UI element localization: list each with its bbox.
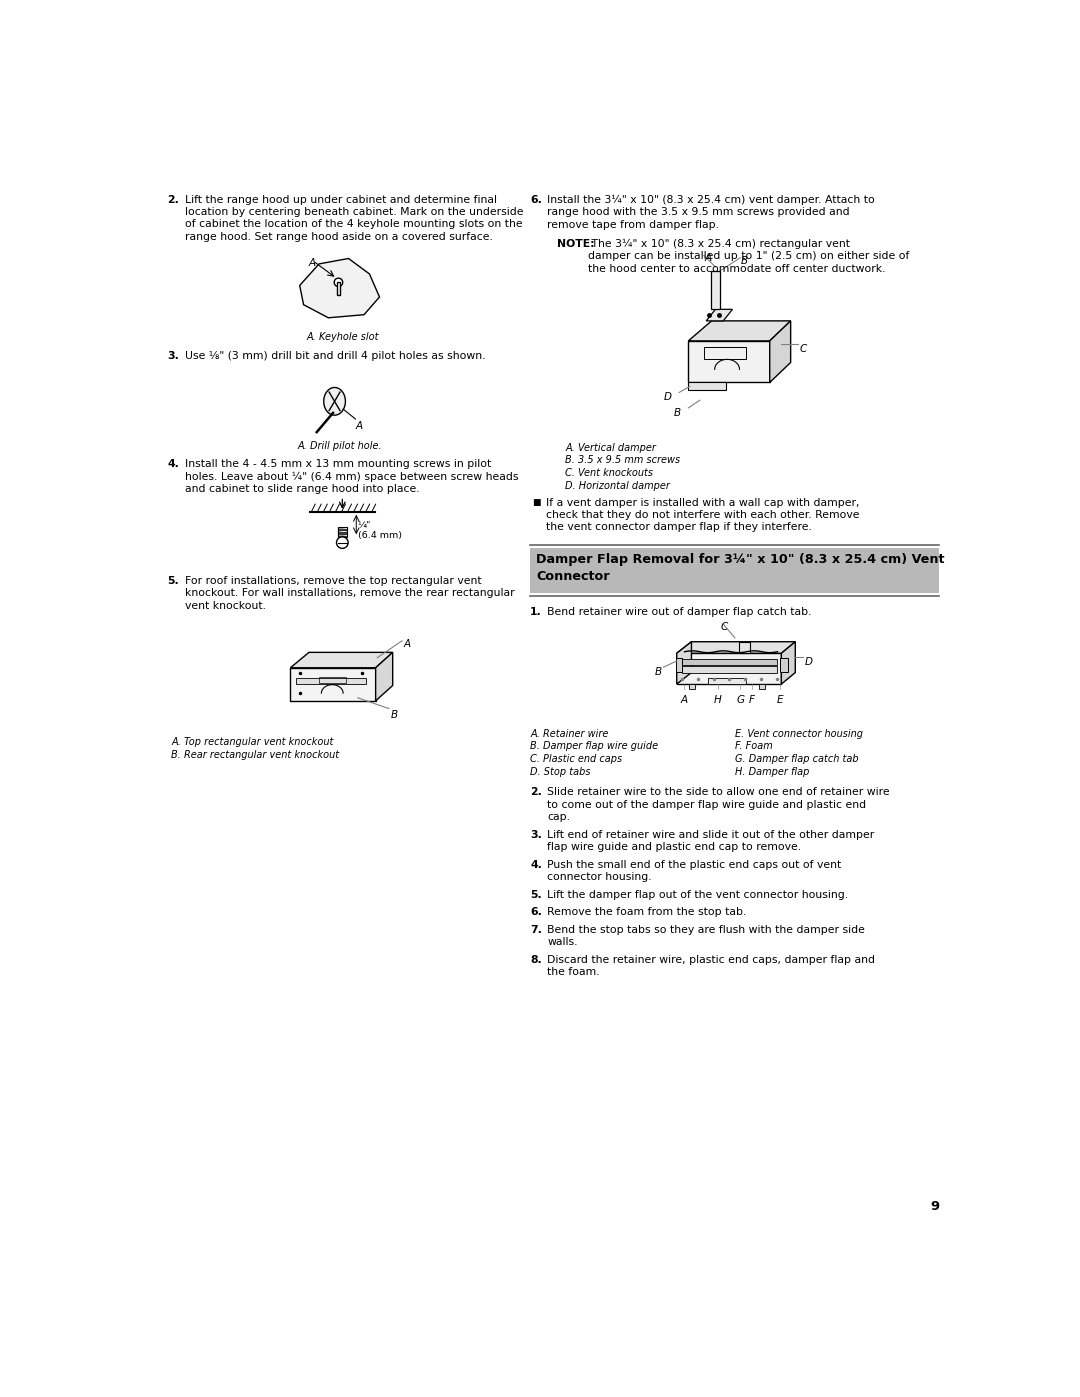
Text: 3.: 3. bbox=[530, 830, 542, 840]
Text: F: F bbox=[748, 694, 755, 705]
Text: 4.: 4. bbox=[167, 460, 179, 469]
Bar bbox=[704, 346, 746, 359]
Text: ¼"
(6.4 mm): ¼" (6.4 mm) bbox=[357, 520, 402, 541]
Text: 6.: 6. bbox=[530, 194, 542, 204]
Bar bbox=[530, 548, 940, 592]
Polygon shape bbox=[338, 527, 347, 538]
Text: B: B bbox=[741, 256, 748, 267]
Text: B. Rear rectangular vent knockout: B. Rear rectangular vent knockout bbox=[172, 750, 339, 760]
Text: A. Retainer wire: A. Retainer wire bbox=[530, 729, 609, 739]
Text: Lift the range hood up under cabinet and determine final
location by centering b: Lift the range hood up under cabinet and… bbox=[185, 194, 523, 242]
Polygon shape bbox=[706, 309, 732, 321]
Text: E: E bbox=[777, 694, 783, 705]
Text: E. Vent connector housing: E. Vent connector housing bbox=[734, 729, 863, 739]
Text: For roof installations, remove the top rectangular vent
knockout. For wall insta: For roof installations, remove the top r… bbox=[185, 576, 514, 610]
Text: C: C bbox=[720, 623, 728, 633]
Text: The 3¼" x 10" (8.3 x 25.4 cm) rectangular vent
damper can be installed up to 1" : The 3¼" x 10" (8.3 x 25.4 cm) rectangula… bbox=[588, 239, 909, 274]
Circle shape bbox=[337, 536, 348, 549]
Text: 2.: 2. bbox=[167, 194, 179, 204]
Bar bbox=[676, 658, 683, 672]
Bar bbox=[759, 685, 765, 689]
Bar bbox=[683, 658, 777, 665]
Text: 4.: 4. bbox=[530, 861, 542, 870]
Text: C: C bbox=[800, 344, 807, 353]
Text: 3.: 3. bbox=[167, 351, 179, 360]
Polygon shape bbox=[677, 654, 781, 685]
Text: A. Keyhole slot: A. Keyhole slot bbox=[306, 332, 379, 342]
Text: Remove the foam from the stop tab.: Remove the foam from the stop tab. bbox=[548, 908, 746, 918]
Text: Push the small end of the plastic end caps out of vent
connector housing.: Push the small end of the plastic end ca… bbox=[548, 861, 841, 883]
Bar bbox=[337, 282, 340, 295]
Text: 7.: 7. bbox=[530, 925, 542, 935]
Text: Slide retainer wire to the side to allow one end of retainer wire
to come out of: Slide retainer wire to the side to allow… bbox=[548, 788, 890, 821]
Polygon shape bbox=[711, 271, 720, 309]
Text: 6.: 6. bbox=[530, 908, 542, 918]
Text: ■: ■ bbox=[531, 497, 540, 507]
Polygon shape bbox=[739, 643, 751, 654]
Polygon shape bbox=[376, 652, 393, 701]
Polygon shape bbox=[677, 641, 795, 654]
Text: A: A bbox=[308, 257, 315, 268]
Text: NOTE:: NOTE: bbox=[556, 239, 594, 249]
Text: Bend the stop tabs so they are flush with the damper side
walls.: Bend the stop tabs so they are flush wit… bbox=[548, 925, 865, 947]
Text: A: A bbox=[704, 253, 712, 263]
Polygon shape bbox=[688, 321, 791, 341]
Text: D. Horizontal damper: D. Horizontal damper bbox=[565, 481, 670, 490]
Text: Connector: Connector bbox=[537, 570, 610, 583]
Text: H. Damper flap: H. Damper flap bbox=[734, 767, 809, 777]
Text: B: B bbox=[654, 668, 662, 678]
Text: D. Stop tabs: D. Stop tabs bbox=[530, 767, 591, 777]
Text: A. Vertical damper: A. Vertical damper bbox=[565, 443, 656, 453]
Text: Lift the damper flap out of the vent connector housing.: Lift the damper flap out of the vent con… bbox=[548, 890, 849, 900]
Text: Discard the retainer wire, plastic end caps, damper flap and
the foam.: Discard the retainer wire, plastic end c… bbox=[548, 954, 875, 977]
Text: Install the 3¼" x 10" (8.3 x 25.4 cm) vent damper. Attach to
range hood with the: Install the 3¼" x 10" (8.3 x 25.4 cm) ve… bbox=[548, 194, 875, 229]
Bar bbox=[296, 678, 365, 685]
Text: 1.: 1. bbox=[530, 606, 542, 616]
Text: H: H bbox=[714, 694, 721, 705]
Text: D: D bbox=[805, 657, 812, 668]
Polygon shape bbox=[677, 641, 691, 685]
Text: A. Top rectangular vent knockout: A. Top rectangular vent knockout bbox=[172, 738, 334, 747]
Text: 9: 9 bbox=[930, 1200, 940, 1213]
Text: G. Damper flap catch tab: G. Damper flap catch tab bbox=[734, 754, 859, 764]
Text: C. Vent knockouts: C. Vent knockouts bbox=[565, 468, 653, 478]
Text: 5.: 5. bbox=[167, 576, 179, 585]
Polygon shape bbox=[291, 652, 393, 668]
Polygon shape bbox=[299, 258, 379, 317]
Polygon shape bbox=[781, 641, 795, 685]
Circle shape bbox=[334, 278, 342, 286]
Polygon shape bbox=[688, 383, 726, 390]
Text: B: B bbox=[390, 710, 397, 719]
Text: 5.: 5. bbox=[530, 890, 542, 900]
Text: 8.: 8. bbox=[530, 954, 542, 965]
Bar bbox=[689, 685, 696, 689]
Polygon shape bbox=[324, 387, 346, 415]
Text: B. 3.5 x 9.5 mm screws: B. 3.5 x 9.5 mm screws bbox=[565, 455, 680, 465]
Text: B: B bbox=[674, 408, 680, 418]
Polygon shape bbox=[291, 668, 376, 701]
Text: Use ⅛" (3 mm) drill bit and drill 4 pilot holes as shown.: Use ⅛" (3 mm) drill bit and drill 4 pilo… bbox=[185, 351, 485, 360]
Text: Bend retainer wire out of damper flap catch tab.: Bend retainer wire out of damper flap ca… bbox=[548, 606, 812, 616]
Bar bbox=[780, 658, 787, 672]
Text: A: A bbox=[355, 420, 363, 430]
Text: If a vent damper is installed with a wall cap with damper,
check that they do no: If a vent damper is installed with a wal… bbox=[545, 497, 860, 532]
Text: D: D bbox=[663, 393, 672, 402]
Text: A. Drill pilot hole.: A. Drill pilot hole. bbox=[298, 440, 382, 451]
Text: A: A bbox=[404, 640, 410, 650]
Bar bbox=[683, 665, 777, 673]
Text: C. Plastic end caps: C. Plastic end caps bbox=[530, 754, 622, 764]
Text: Lift end of retainer wire and slide it out of the other damper
flap wire guide a: Lift end of retainer wire and slide it o… bbox=[548, 830, 875, 852]
Text: A: A bbox=[680, 694, 688, 705]
Text: B. Damper flap wire guide: B. Damper flap wire guide bbox=[530, 742, 659, 752]
Bar bbox=[707, 678, 746, 685]
Polygon shape bbox=[688, 341, 770, 383]
Text: 2.: 2. bbox=[530, 788, 542, 798]
Text: Damper Flap Removal for 3¼" x 10" (8.3 x 25.4 cm) Vent: Damper Flap Removal for 3¼" x 10" (8.3 x… bbox=[537, 553, 945, 566]
Bar bbox=[319, 678, 347, 683]
Text: Install the 4 - 4.5 mm x 13 mm mounting screws in pilot
holes. Leave about ¼" (6: Install the 4 - 4.5 mm x 13 mm mounting … bbox=[185, 460, 518, 495]
Text: G: G bbox=[737, 694, 744, 705]
Polygon shape bbox=[770, 321, 791, 383]
Text: F. Foam: F. Foam bbox=[734, 742, 772, 752]
